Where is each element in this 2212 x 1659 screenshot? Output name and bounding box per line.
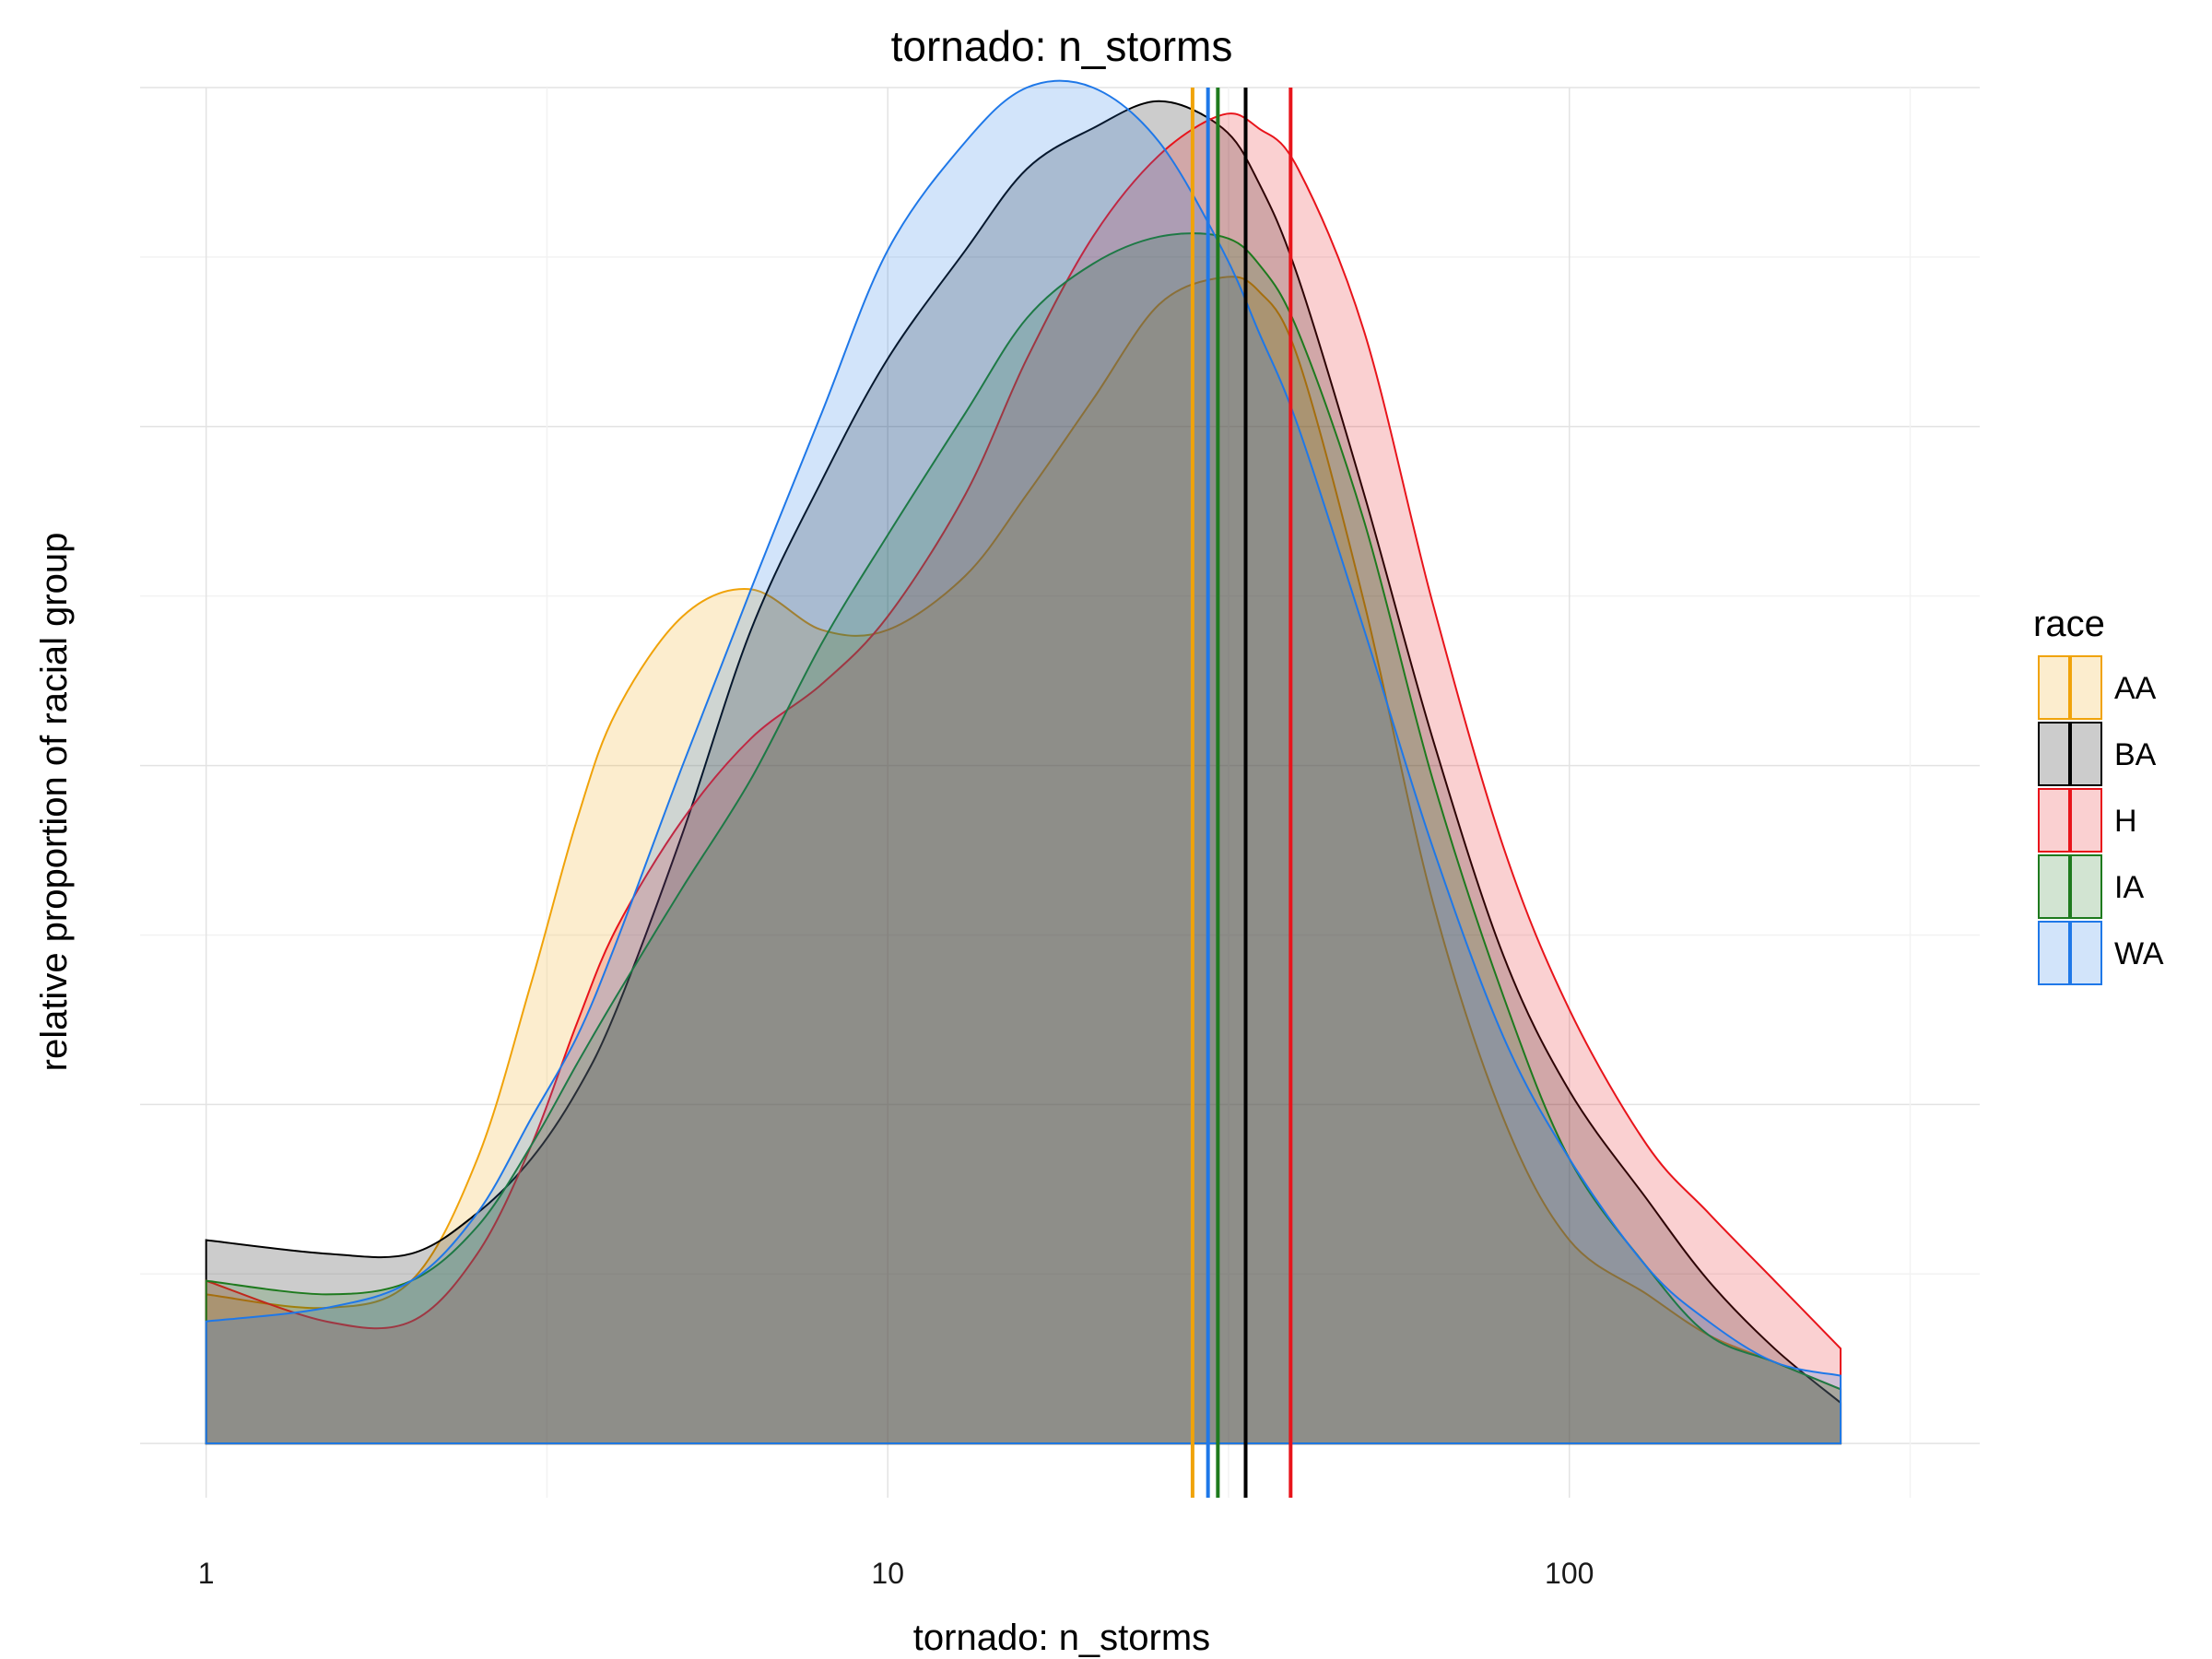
x-tick-label: 1 — [198, 1557, 215, 1590]
density-area-wa — [205, 79, 1842, 1445]
legend-label: WA — [2114, 936, 2164, 971]
legend-item-ia: IA — [2038, 854, 2144, 919]
x-axis-ticks: 1 10 100 — [198, 1557, 1594, 1590]
legend-label: BA — [2114, 737, 2157, 772]
legend-label: IA — [2114, 870, 2144, 905]
y-axis-label: relative proportion of racial group — [34, 533, 75, 1072]
legend-item-aa: AA — [2038, 655, 2157, 720]
chart-title: tornado: n_storms — [891, 22, 1233, 70]
x-tick-label: 100 — [1545, 1557, 1594, 1590]
legend-label: AA — [2114, 671, 2157, 706]
density-area-aa — [205, 276, 1842, 1445]
legend: race AA BA H IA WA — [2033, 604, 2164, 985]
x-axis-label: tornado: n_storms — [913, 1618, 1210, 1658]
legend-item-wa: WA — [2038, 921, 2164, 985]
legend-item-ba: BA — [2038, 722, 2157, 786]
x-tick-label: 10 — [871, 1557, 904, 1590]
density-areas — [205, 79, 1842, 1445]
density-area-ia — [205, 232, 1842, 1445]
legend-item-h: H — [2038, 788, 2137, 853]
density-area-h — [205, 112, 1842, 1445]
density-area-ba — [205, 100, 1842, 1445]
mean-lines — [1190, 88, 1293, 1498]
legend-title: race — [2033, 604, 2105, 644]
legend-label: H — [2114, 804, 2137, 839]
